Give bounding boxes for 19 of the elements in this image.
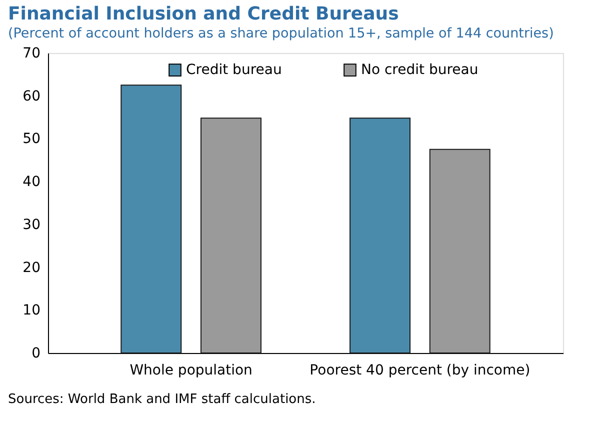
legend-label: Credit bureau bbox=[186, 62, 282, 78]
source-note: Sources: World Bank and IMF staff calculations. bbox=[8, 392, 316, 407]
chart-subtitle: (Percent of account holders as a share population 15+, sample of 144 countries) bbox=[8, 26, 554, 42]
bar bbox=[429, 148, 490, 354]
y-tick-label: 50 bbox=[22, 131, 40, 148]
y-tick-label: 40 bbox=[22, 174, 40, 190]
chart-title: Financial Inclusion and Credit Bureaus bbox=[8, 4, 399, 24]
y-tick-label: 30 bbox=[22, 216, 40, 233]
bar bbox=[200, 118, 262, 354]
y-tick-label: 0 bbox=[32, 346, 40, 362]
bar bbox=[120, 84, 182, 354]
y-tick-label: 70 bbox=[22, 46, 40, 62]
bar bbox=[350, 118, 411, 354]
y-tick-label: 60 bbox=[22, 88, 40, 104]
x-tick-label: Whole population bbox=[130, 362, 252, 378]
y-tick-label: 20 bbox=[22, 260, 40, 276]
x-tick-label: Poorest 40 percent (by income) bbox=[310, 362, 530, 378]
y-tick-label: 10 bbox=[22, 302, 40, 319]
legend-label: No credit bureau bbox=[361, 62, 478, 78]
